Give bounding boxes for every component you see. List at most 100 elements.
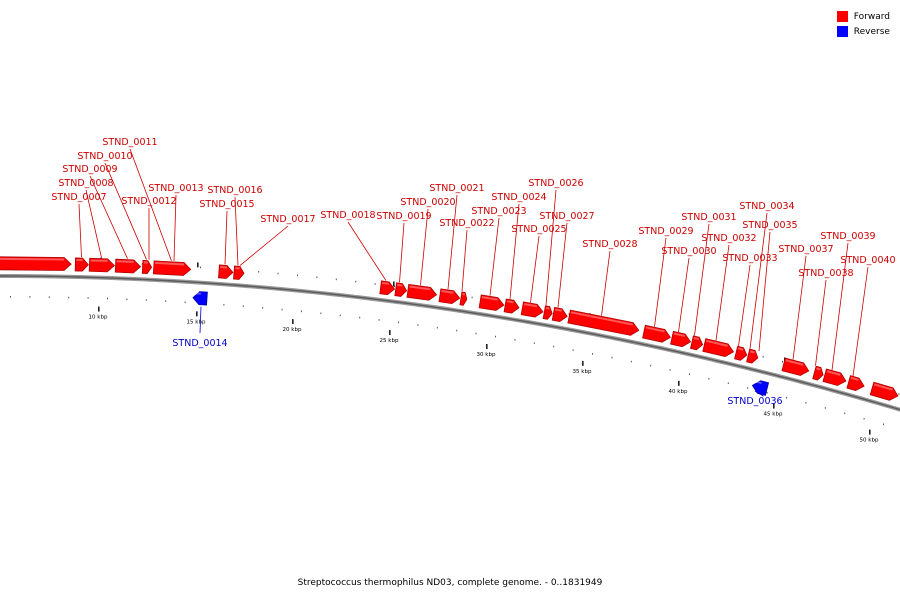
minor-tick bbox=[708, 377, 710, 380]
stnd_0030-arrow bbox=[670, 330, 692, 348]
gene-label: STND_0031 bbox=[681, 212, 736, 223]
label-connector bbox=[758, 231, 771, 352]
gene-label: STND_0010 bbox=[77, 151, 132, 162]
stnd_0011-arrow-highlight bbox=[154, 261, 184, 266]
stnd_0025-arrow-highlight bbox=[523, 303, 538, 308]
stnd_0009-arrow-highlight bbox=[116, 260, 134, 263]
stnd_0024-arrow-highlight bbox=[506, 300, 514, 304]
scale-label: 15 kbp bbox=[187, 319, 206, 325]
minor-tick bbox=[107, 297, 108, 300]
label-connector bbox=[89, 175, 128, 259]
minor-tick bbox=[689, 373, 690, 376]
minor-tick bbox=[374, 283, 376, 285]
label-connector bbox=[239, 225, 289, 266]
minor-tick bbox=[297, 274, 298, 277]
minor-tick bbox=[747, 387, 749, 389]
stnd_0030-arrow-highlight bbox=[673, 332, 685, 337]
scale-label: 35 kbp bbox=[573, 369, 592, 375]
gene-arrow-highlight bbox=[0, 257, 65, 261]
minor-tick bbox=[611, 356, 613, 359]
legend: Forward Reverse bbox=[836, 9, 890, 39]
minor-tick bbox=[417, 324, 419, 326]
minor-tick bbox=[572, 349, 574, 351]
scale-tick bbox=[98, 306, 100, 312]
gene-label: STND_0022 bbox=[439, 218, 494, 229]
stnd_0040-arrow-highlight bbox=[850, 376, 859, 381]
gene-label: STND_0017 bbox=[260, 214, 315, 225]
label-connector bbox=[601, 250, 611, 316]
label-connector bbox=[173, 194, 177, 262]
minor-tick bbox=[277, 272, 279, 275]
gene-label: STND_0035 bbox=[742, 220, 797, 231]
minor-tick bbox=[495, 335, 496, 338]
gene-label: STND_0038 bbox=[798, 268, 853, 279]
minor-tick bbox=[650, 364, 652, 367]
minor-tick bbox=[533, 342, 535, 344]
stnd_0020-arrow-highlight bbox=[409, 285, 431, 291]
minor-tick bbox=[514, 338, 516, 341]
gene-label: STND_0008 bbox=[58, 178, 113, 189]
minor-tick bbox=[29, 296, 31, 298]
label-connector bbox=[399, 222, 405, 283]
gene-label: STND_0037 bbox=[778, 244, 833, 255]
legend-label-reverse: Reverse bbox=[853, 26, 890, 37]
minor-tick bbox=[281, 308, 283, 311]
stnd_0018-arrow bbox=[379, 280, 396, 296]
gene-label: STND_0030 bbox=[661, 246, 716, 257]
gene-label: STND_0036 bbox=[727, 396, 782, 407]
scale-label: 10 kbp bbox=[89, 315, 108, 321]
scale-tick bbox=[582, 360, 584, 366]
gene-label: STND_0013 bbox=[148, 183, 203, 194]
minor-tick bbox=[10, 296, 11, 298]
gene-label: STND_0024 bbox=[491, 192, 546, 203]
label-connector bbox=[420, 208, 429, 286]
minor-tick bbox=[359, 316, 361, 319]
gene-label: STND_0040 bbox=[840, 255, 895, 266]
minor-tick bbox=[398, 321, 399, 324]
stnd_0029-arrow bbox=[642, 324, 671, 343]
stnd_0008-arrow-highlight bbox=[90, 259, 108, 262]
stnd_0031-arrow bbox=[690, 335, 704, 351]
minor-tick bbox=[475, 332, 477, 335]
minor-tick bbox=[824, 407, 826, 409]
minor-tick bbox=[320, 312, 322, 315]
gene-label: STND_0027 bbox=[539, 211, 594, 222]
stnd_0021-arrow bbox=[438, 288, 461, 305]
label-connector bbox=[85, 189, 102, 258]
scale-label: 20 kbp bbox=[283, 327, 302, 333]
stnd_0010-arrow bbox=[141, 259, 153, 274]
minor-tick bbox=[898, 393, 900, 395]
gene-label: STND_0018 bbox=[320, 210, 375, 221]
gene-label: STND_0016 bbox=[207, 185, 262, 196]
minor-tick bbox=[242, 305, 244, 308]
stnd_0029-arrow-highlight bbox=[645, 326, 665, 333]
gene-label: STND_0025 bbox=[511, 224, 566, 235]
scale-tick bbox=[292, 319, 294, 325]
stnd_0019-arrow-highlight bbox=[397, 283, 403, 287]
gene-label: STND_0014 bbox=[172, 338, 227, 349]
label-connector bbox=[749, 212, 768, 349]
label-connector bbox=[815, 279, 827, 366]
legend-label-forward: Forward bbox=[853, 11, 890, 22]
label-connector bbox=[792, 255, 807, 360]
scale-tick bbox=[869, 429, 871, 435]
stnd_0021-arrow-highlight bbox=[441, 289, 454, 294]
gene-label: STND_0032 bbox=[701, 233, 756, 244]
scale-label: 25 kbp bbox=[380, 338, 399, 344]
stnd_0028-arrow bbox=[567, 309, 640, 336]
label-connector bbox=[557, 222, 568, 308]
gene-label: STND_0028 bbox=[582, 239, 637, 250]
label-connector bbox=[224, 210, 228, 265]
minor-tick bbox=[844, 412, 846, 415]
minor-tick bbox=[145, 299, 147, 301]
minor-tick bbox=[805, 401, 807, 404]
stnd_0022-arrow bbox=[459, 291, 468, 306]
gene-label: STND_0023 bbox=[471, 206, 526, 217]
scale-label: 45 kbp bbox=[764, 412, 783, 418]
gene-arrow bbox=[0, 256, 72, 271]
stnd_0037-arrow-highlight bbox=[785, 359, 804, 366]
stnd_0009-arrow bbox=[114, 258, 142, 274]
stnd_0014-arrow bbox=[192, 291, 208, 306]
stnd_0039-arrow bbox=[822, 368, 847, 386]
